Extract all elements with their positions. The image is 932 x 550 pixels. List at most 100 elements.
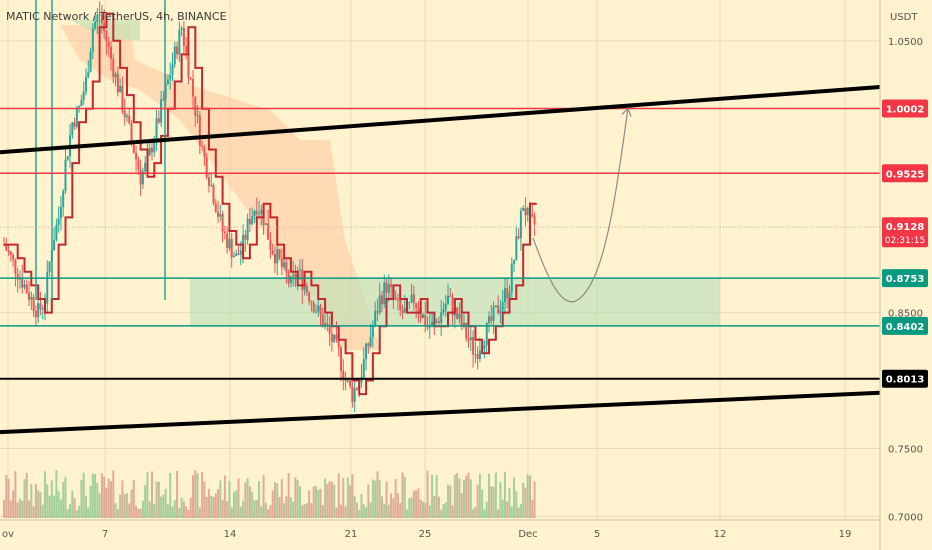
volume-bar — [458, 478, 461, 518]
candle-body — [82, 91, 85, 101]
candle-body — [185, 46, 188, 53]
candle-body — [519, 210, 522, 239]
volume-bar — [401, 472, 404, 518]
candle-body — [41, 308, 44, 310]
volume-bar — [287, 473, 290, 518]
candle-body — [437, 321, 440, 323]
candle-body — [367, 343, 370, 346]
volume-bar — [442, 504, 445, 518]
candle-body — [401, 310, 404, 313]
candle-body — [501, 302, 504, 311]
candle-body — [333, 334, 336, 342]
projection — [532, 107, 632, 303]
price-levels: 1.0002 0.9525 0.8753 0.8402 0.8013 0.9128 02:3… — [0, 99, 928, 388]
candle-body — [458, 314, 461, 319]
volume-bar — [251, 492, 254, 518]
candle-body — [533, 215, 536, 224]
volume-bar — [264, 502, 267, 518]
candle-body — [497, 305, 500, 314]
volume-bar — [462, 479, 465, 518]
candle-body — [255, 210, 258, 214]
volume-bar — [292, 501, 295, 518]
volume-bar — [248, 486, 251, 518]
candle-body — [485, 322, 488, 346]
candle-body — [155, 118, 158, 141]
volume-bar — [125, 493, 128, 518]
volume-bar — [408, 498, 411, 518]
candle-body — [303, 286, 306, 291]
candle-body — [48, 261, 51, 273]
price-level-tag — [882, 269, 928, 288]
volume-bar — [98, 493, 101, 518]
volume-bar — [403, 476, 406, 518]
volume-bar — [469, 479, 472, 518]
price-level-tag — [882, 164, 928, 183]
volume-bar — [32, 506, 35, 518]
candle-body — [342, 370, 345, 380]
candle-body — [337, 339, 340, 348]
current-price-label: 0.9128 — [886, 222, 925, 233]
candle-body — [112, 58, 115, 78]
volume-bar — [16, 502, 19, 518]
candle-body — [100, 14, 103, 23]
candle-body — [328, 326, 331, 334]
volume-bar — [144, 484, 147, 518]
volume-bar — [431, 474, 434, 518]
candle-body — [232, 255, 235, 258]
candle-body — [483, 345, 486, 349]
volume-bar — [396, 493, 399, 518]
candle-body — [160, 99, 163, 123]
y-tick-label: 1.0500 — [888, 37, 923, 48]
candle-body — [442, 309, 445, 313]
volume-bar — [378, 479, 381, 518]
volume-bar — [280, 479, 283, 518]
volume-bar — [299, 486, 302, 518]
candle-body — [110, 46, 113, 59]
volume-bar — [78, 505, 81, 518]
volume-bar — [191, 475, 194, 518]
volume-bar — [319, 488, 322, 518]
candle-body — [465, 322, 468, 339]
candle-body — [239, 250, 242, 255]
candle-body — [180, 27, 183, 30]
candle-body — [217, 211, 220, 217]
volume-bar — [59, 499, 62, 518]
volume-bar — [269, 505, 272, 518]
volume-bar — [14, 471, 17, 518]
volume-bar — [210, 495, 213, 518]
volume-bar — [69, 504, 72, 518]
candle-body — [248, 219, 251, 225]
candle-body — [456, 307, 459, 319]
candle-body — [312, 302, 315, 313]
volume-bar — [365, 507, 368, 518]
volume-bar — [387, 504, 390, 518]
volume-bar — [146, 472, 149, 518]
candle-body — [251, 216, 254, 225]
candle-body — [219, 214, 222, 217]
candle-body — [371, 325, 374, 337]
volume-bar — [223, 475, 226, 518]
volume-bar — [501, 499, 504, 518]
volume-bar — [273, 482, 276, 518]
candle-body — [353, 388, 356, 402]
volume-bar — [87, 507, 90, 518]
volume-bar — [472, 509, 475, 518]
candle-body — [123, 110, 126, 118]
candle-body — [166, 79, 169, 84]
candle-body — [488, 316, 491, 323]
volume-bar — [34, 484, 37, 518]
volume-bar — [253, 500, 256, 518]
candle-body — [30, 296, 33, 300]
volume-bar — [390, 493, 393, 518]
candle-body — [385, 282, 388, 293]
volume-bar — [424, 502, 427, 518]
volume-bar — [55, 470, 58, 518]
candle-body — [431, 321, 434, 327]
candle-body — [380, 295, 383, 305]
candle-body — [308, 292, 311, 302]
volume-bar — [419, 499, 422, 518]
volume-bar — [526, 474, 529, 518]
volume-bar — [201, 472, 204, 518]
candle-body — [317, 305, 320, 312]
